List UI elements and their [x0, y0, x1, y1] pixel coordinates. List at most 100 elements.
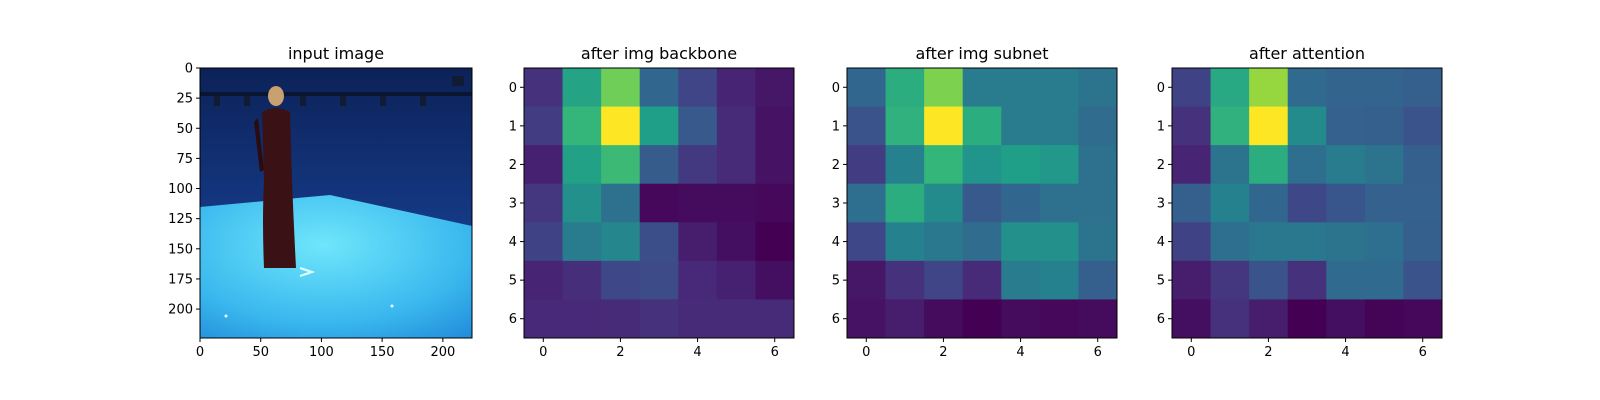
heatmap-cell — [1172, 183, 1211, 223]
heatmap-cell — [1326, 260, 1366, 300]
x-tick-label: 4 — [1341, 345, 1349, 360]
heatmap-cell — [1287, 106, 1327, 146]
heatmap-cell — [639, 68, 679, 107]
x-tick-label: 6 — [771, 345, 779, 360]
heatmap-cell — [1039, 106, 1079, 146]
heatmap-cell — [924, 260, 964, 300]
heatmap-cell — [885, 299, 925, 339]
heatmap-cell — [562, 145, 602, 185]
y-tick-label: 6 — [509, 312, 517, 327]
heatmap-cell — [1001, 260, 1041, 300]
y-tick-label: 4 — [832, 235, 840, 250]
heatmap-cell — [924, 68, 964, 107]
heatmap-cell — [1326, 222, 1366, 262]
axis-ticks: 0 2 4 6 0 1 2 3 4 5 6 — [509, 81, 779, 360]
heatmap-cell — [885, 222, 925, 262]
y-tick-label: 1 — [1157, 119, 1165, 134]
heatmap-cell — [962, 183, 1002, 223]
y-tick-label: 2 — [509, 158, 517, 173]
heatmap-cell — [639, 260, 679, 300]
heatmap-cell — [1210, 222, 1250, 262]
heatmap-cell — [885, 68, 925, 107]
heatmap-cell — [885, 260, 925, 300]
heatmap-cell — [639, 106, 679, 146]
heatmap-cell — [1326, 106, 1366, 146]
heatmap-cell — [1039, 299, 1079, 339]
heatmap-cell — [1287, 299, 1327, 339]
y-tick-label: 125 — [168, 212, 193, 227]
x-tick-label: 6 — [1094, 345, 1102, 360]
heatmap-cell — [524, 183, 563, 223]
heatmap-cell — [601, 222, 641, 262]
floor-mark — [299, 267, 316, 277]
ceiling-rig — [200, 92, 472, 96]
heatmap-cell — [1287, 68, 1327, 107]
heatmap-cell — [1078, 299, 1118, 339]
heatmap-cell — [1001, 106, 1041, 146]
heatmap-cell — [1403, 260, 1443, 300]
heatmap-cells — [847, 68, 1118, 339]
heatmap-cell — [755, 106, 795, 146]
heatmap-cell — [716, 68, 756, 107]
heatmap-cell — [1326, 299, 1366, 339]
heatmap-cell — [1039, 183, 1079, 223]
heatmap-cell — [601, 183, 641, 223]
y-tick-label: 2 — [1157, 158, 1165, 173]
heatmap-cell — [562, 68, 602, 107]
heatmap-cell — [1287, 145, 1327, 185]
heatmap-cell — [847, 183, 886, 223]
x-tick-label: 150 — [370, 345, 395, 360]
heatmap-cell — [962, 68, 1002, 107]
y-tick-label: 3 — [1157, 197, 1165, 212]
heatmap-cell — [1326, 145, 1366, 185]
heatmap-cell — [1078, 106, 1118, 146]
heatmap-cell — [755, 145, 795, 185]
y-tick-label: 4 — [1157, 235, 1165, 250]
x-tick-label: 2 — [616, 345, 624, 360]
heatmap-cell — [1172, 145, 1211, 185]
heatmap-cell — [1078, 145, 1118, 185]
heatmap-cell — [1249, 260, 1289, 300]
heatmap-cell — [1172, 222, 1211, 262]
heatmap-cell — [1001, 222, 1041, 262]
heatmap-cells — [1172, 68, 1443, 339]
x-tick-label: 50 — [252, 345, 269, 360]
heatmap-cell — [962, 145, 1002, 185]
heatmap-cell — [1172, 299, 1211, 339]
heatmap-cell — [524, 299, 563, 339]
heatmap-cell — [1078, 68, 1118, 107]
heatmap-cell — [1249, 183, 1289, 223]
heatmap-cell — [716, 299, 756, 339]
y-tick-label: 50 — [176, 122, 193, 137]
heatmap-cell — [1364, 260, 1404, 300]
heatmap-cell — [755, 222, 795, 262]
heatmap-cell — [639, 299, 679, 339]
heatmap-cell — [1210, 260, 1250, 300]
heatmap-cell — [1039, 68, 1079, 107]
y-tick-label: 150 — [168, 242, 193, 257]
heatmap-cell — [601, 299, 641, 339]
heatmap-cell — [678, 260, 718, 300]
heatmap-cell — [924, 145, 964, 185]
heatmap-cell — [1249, 145, 1289, 185]
heatmap-cell — [1364, 106, 1404, 146]
heatmap-cell — [678, 183, 718, 223]
heatmap-cell — [1001, 68, 1041, 107]
heatmap-cell — [755, 183, 795, 223]
heatmap-cell — [639, 183, 679, 223]
heatmap-cell — [678, 145, 718, 185]
heatmap-cell — [1001, 145, 1041, 185]
heatmap-cell — [1210, 299, 1250, 339]
heatmap-cell — [639, 145, 679, 185]
heatmap-cell — [1210, 183, 1250, 223]
heatmap-cell — [847, 145, 886, 185]
heatmap-cell — [1364, 183, 1404, 223]
heatmap-cell — [1249, 299, 1289, 339]
heatmap-cell — [1249, 68, 1289, 107]
axis-ticks: 0 50 100 150 200 0 25 50 75 100 125 150 175 200 — [168, 62, 455, 361]
heatmap-cell — [1326, 68, 1366, 107]
heatmap-cell — [1078, 260, 1118, 300]
y-tick-label: 5 — [1157, 274, 1165, 289]
axis-ticks: 0 2 4 6 0 1 2 3 4 5 6 — [1157, 81, 1427, 360]
